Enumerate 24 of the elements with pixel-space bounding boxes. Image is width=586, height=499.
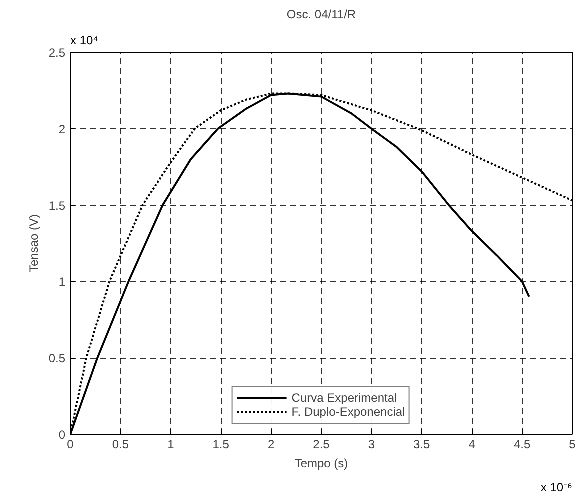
x-tick-label: 3 xyxy=(368,438,376,452)
text: x 10⁻⁶ xyxy=(540,480,573,494)
y-tick-label: 1 xyxy=(58,275,66,290)
x-tick-label: 0.5 xyxy=(112,438,130,452)
y-tick-label: 1.5 xyxy=(48,198,66,213)
x-tick-label: 1.5 xyxy=(212,438,230,452)
legend-label: Curva Experimental xyxy=(292,391,398,405)
x-tick-label: 0 xyxy=(67,438,74,452)
legend-label: F. Duplo-Exponencial xyxy=(292,405,406,419)
x-tick-label: 1 xyxy=(168,438,175,452)
x-axis-title: Tempo (s) xyxy=(294,456,348,470)
chart-title: Osc. 04/11/R xyxy=(286,8,356,22)
y-tick-label: 2.5 xyxy=(48,46,66,60)
x-tick-label: 2 xyxy=(268,438,275,452)
text: x 10⁴ xyxy=(70,34,98,48)
y-axis-title: Tensao (V) xyxy=(26,214,41,273)
x-tick-label: 4 xyxy=(468,438,476,452)
x-tick-label: 3.5 xyxy=(414,438,431,452)
x-tick-label: 4.5 xyxy=(514,438,531,452)
y-tick-label: 0.5 xyxy=(48,352,66,366)
x-tick-label: 5 xyxy=(569,438,576,452)
y-tick-label: 2 xyxy=(58,122,66,136)
y-tick-label: 0 xyxy=(58,428,66,442)
x-tick-label: 2.5 xyxy=(313,438,330,452)
